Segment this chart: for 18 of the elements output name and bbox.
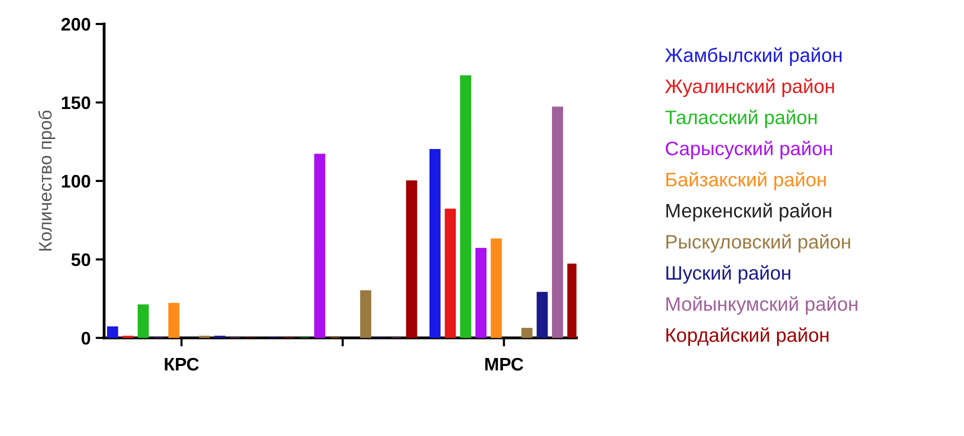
text: Мойынкумский район <box>666 296 858 315</box>
y-tick-label: 100 <box>62 174 90 188</box>
text: Меркенский район <box>666 202 832 222</box>
text: Кордайский район <box>666 327 828 346</box>
x-tick-label: КРС <box>164 358 199 371</box>
text: Жамбылский район <box>665 47 842 66</box>
y-axis-title: Количество проб <box>38 110 56 251</box>
text: Таласский район <box>665 110 817 128</box>
y-tick-label: 50 <box>71 253 90 266</box>
y-tick-label: 0 <box>82 332 90 345</box>
y-tick-label: 200 <box>61 18 90 31</box>
text: Сарысуский район <box>666 140 832 160</box>
x-tick-label: МРС <box>485 358 524 371</box>
text: Жуалинский район <box>665 78 834 97</box>
text: Байзакский район <box>666 172 826 190</box>
y-tick-label: 150 <box>62 96 90 110</box>
text: Шуский район <box>666 265 790 284</box>
text: Рыскуловский район <box>666 234 850 253</box>
